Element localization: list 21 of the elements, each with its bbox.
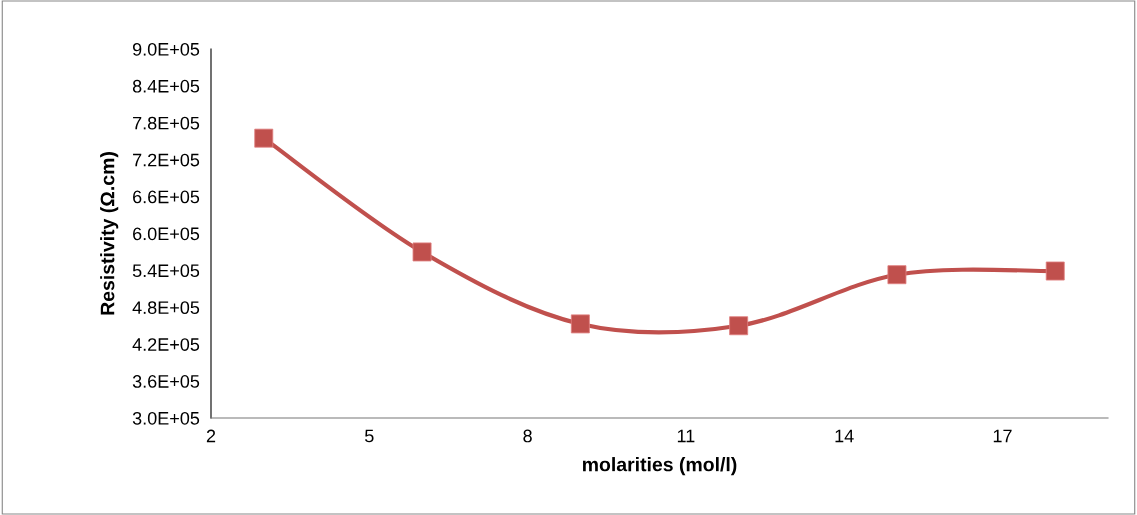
y-tick-label: 3.0E+05 xyxy=(132,411,200,425)
y-tick-label: 5.4E+05 xyxy=(132,264,200,278)
x-tick-label: 5 xyxy=(365,429,374,443)
y-tick-label: 7.2E+05 xyxy=(133,153,200,167)
x-tick-label: 2 xyxy=(206,429,216,443)
x-axis-title: molarities (mol/l) xyxy=(582,457,737,476)
point xyxy=(570,314,590,334)
y-tick-label: 6.6E+05 xyxy=(133,190,200,204)
y-tick-label: 9.0E+05 xyxy=(132,42,200,56)
y-tick-label: 4.2E+05 xyxy=(132,338,200,351)
x-tick-label: 14 xyxy=(835,429,854,443)
x-tick-label: 8 xyxy=(523,429,532,443)
point xyxy=(1045,261,1065,281)
y-tick-label: 6.0E+05 xyxy=(133,227,200,241)
x-tick-label: 17 xyxy=(993,429,1012,443)
x-tick-label: 11 xyxy=(677,429,695,443)
y-tick-label: 8.4E+05 xyxy=(132,79,200,93)
y-tick-label: 4.8E+05 xyxy=(132,301,200,315)
y-tick-label: 7.8E+05 xyxy=(133,116,200,130)
y-tick-label: 3.6E+05 xyxy=(132,375,200,388)
y-axis-title: Resistivity (Ω.cm) xyxy=(100,152,119,315)
